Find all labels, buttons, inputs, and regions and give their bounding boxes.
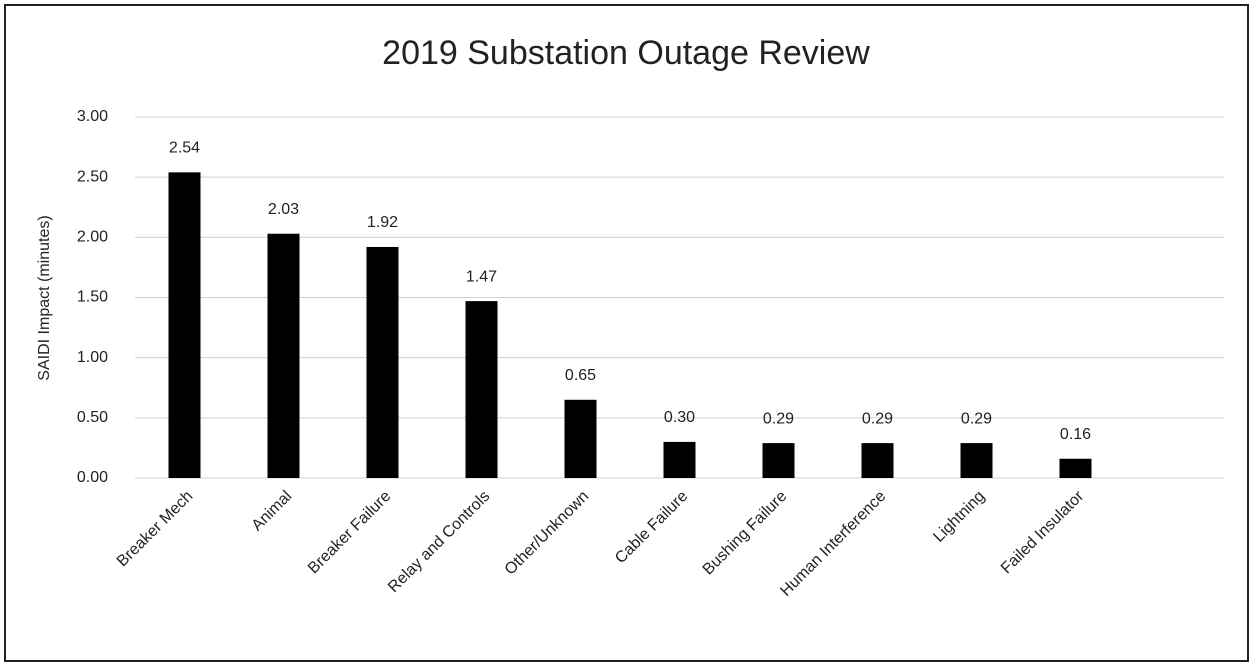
value-label: 1.92 bbox=[367, 214, 398, 231]
bar bbox=[960, 443, 993, 478]
y-tick-label: 1.00 bbox=[77, 349, 108, 366]
y-tick-label: 2.00 bbox=[77, 229, 108, 246]
value-label: 0.29 bbox=[763, 410, 794, 427]
value-label: 0.16 bbox=[1060, 426, 1091, 443]
bar bbox=[564, 399, 597, 478]
bar bbox=[663, 441, 696, 478]
bar bbox=[267, 233, 300, 478]
chart-border bbox=[4, 4, 1249, 662]
y-tick-label: 3.00 bbox=[77, 108, 108, 125]
y-tick-label: 2.50 bbox=[77, 168, 108, 185]
chart-title: 2019 Substation Outage Review bbox=[382, 34, 870, 72]
y-tick-label: 1.50 bbox=[77, 289, 108, 306]
value-label: 0.29 bbox=[961, 410, 992, 427]
value-label: 0.65 bbox=[565, 367, 596, 384]
value-label: 0.30 bbox=[664, 409, 695, 426]
bar bbox=[465, 301, 498, 478]
bar bbox=[366, 246, 399, 478]
y-tick-label: 0.00 bbox=[77, 469, 108, 486]
bar bbox=[861, 443, 894, 478]
bar bbox=[1059, 458, 1092, 478]
bar bbox=[762, 443, 795, 478]
value-label: 1.47 bbox=[466, 268, 497, 285]
y-tick-label: 0.50 bbox=[77, 409, 108, 426]
value-label: 2.03 bbox=[268, 201, 299, 218]
bar bbox=[168, 172, 201, 478]
value-label: 2.54 bbox=[169, 140, 200, 157]
value-label: 0.29 bbox=[862, 410, 893, 427]
y-axis-title: SAIDI Impact (minutes) bbox=[36, 215, 53, 380]
